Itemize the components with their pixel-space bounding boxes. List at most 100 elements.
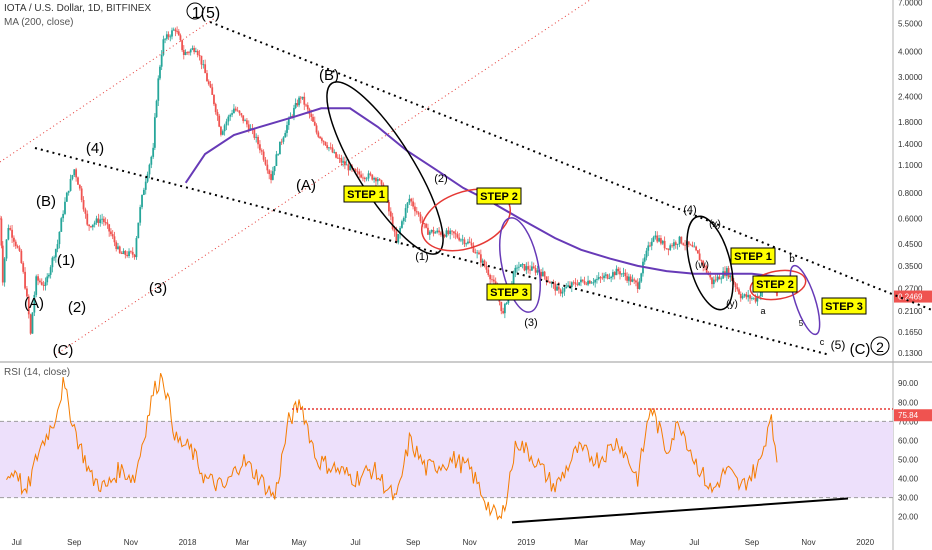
- upper-channel-line: [209, 21, 932, 311]
- candle-body: [82, 200, 85, 210]
- candle-body: [97, 218, 100, 224]
- candle-body: [268, 170, 271, 175]
- candle-body: [234, 108, 237, 111]
- candle-body: [26, 288, 28, 297]
- candle-body: [280, 141, 283, 143]
- chart-title: IOTA / U.S. Dollar, 1D, BITFINEX: [4, 3, 152, 14]
- candle-body: [20, 250, 23, 264]
- candle-body: [467, 241, 469, 244]
- price-tick-label: 0.1300: [898, 349, 923, 358]
- candle-body: [665, 248, 668, 250]
- candle-body: [658, 238, 660, 242]
- candle-body: [425, 223, 427, 228]
- candle-body: [458, 237, 461, 241]
- candle-body: [491, 279, 493, 281]
- candle-body: [29, 314, 32, 334]
- candle-body: [101, 218, 104, 220]
- candle-body: [84, 209, 87, 214]
- candle-body: [24, 271, 26, 289]
- time-tick-label: Jul: [12, 538, 22, 547]
- candle-body: [310, 114, 313, 117]
- circle-marker-2: [870, 336, 890, 356]
- candle-body: [567, 285, 570, 287]
- candle-body: [376, 179, 379, 182]
- candle-body: [247, 124, 250, 131]
- candle-body: [532, 266, 535, 269]
- last-price-label: 0.2469: [898, 293, 923, 302]
- candle-body: [317, 132, 320, 137]
- candle-body: [643, 257, 646, 262]
- candle-body: [559, 289, 562, 294]
- candle-body: [56, 244, 59, 250]
- candle-body: [514, 267, 517, 273]
- ellipse-step3: [499, 217, 541, 313]
- candle-body: [645, 250, 648, 258]
- candle-body: [674, 242, 677, 245]
- wave-label: (C): [53, 342, 74, 359]
- axes: 7.0000 5.5000 4.0000 3.0000 2.4000 1.8000 1.40…: [12, 0, 932, 547]
- wave-label: (C): [850, 341, 871, 358]
- candle-body: [700, 260, 703, 262]
- candle-body: [626, 276, 628, 281]
- candle-body: [282, 137, 285, 142]
- ellipse-step2-small: [749, 269, 807, 301]
- candle-body: [716, 276, 719, 281]
- candle-body: [635, 280, 637, 283]
- rsi-tick-label: 70.00: [898, 417, 919, 426]
- candle-body: [596, 279, 598, 280]
- step-label: STEP 1: [734, 251, 772, 263]
- candle-body: [759, 291, 762, 297]
- candle-body: [583, 281, 586, 284]
- candle-body: [271, 171, 274, 180]
- candle-body: [554, 283, 557, 291]
- step-box: [821, 297, 867, 315]
- candle-body: [397, 234, 400, 243]
- wave-label: (5): [831, 338, 846, 352]
- candle-body: [122, 250, 125, 254]
- candle-body: [91, 224, 94, 228]
- candle-body: [696, 250, 699, 254]
- candle-body: [39, 280, 41, 283]
- candle-body: [743, 294, 746, 296]
- candle-body: [324, 141, 327, 146]
- candle-body: [53, 257, 56, 259]
- candle-body: [345, 164, 348, 166]
- candle-body: [262, 151, 265, 160]
- candle-body: [194, 50, 197, 52]
- candle-body: [638, 281, 641, 289]
- time-tick-label: Sep: [67, 538, 82, 547]
- candle-body: [406, 202, 409, 209]
- price-pane: [0, 26, 778, 335]
- candle-body: [275, 154, 278, 167]
- candle-body: [27, 296, 30, 315]
- price-tick-label: 4.0000: [898, 48, 923, 57]
- candle-body: [49, 267, 52, 275]
- wave-label: (B): [36, 193, 56, 210]
- candle-body: [186, 52, 189, 53]
- candle-body: [751, 298, 753, 300]
- candle-body: [209, 84, 212, 88]
- candle-body: [736, 287, 739, 290]
- candle-body: [167, 34, 170, 37]
- candle-body: [206, 73, 208, 82]
- time-tick-label: Sep: [406, 538, 421, 547]
- candle-body: [375, 178, 377, 182]
- candle-body: [75, 169, 78, 178]
- step-box: [486, 283, 532, 301]
- step-box: [730, 247, 776, 265]
- candle-body: [745, 294, 748, 298]
- candle-body: [423, 223, 426, 224]
- candle-body: [44, 282, 47, 286]
- candle-body: [229, 114, 232, 117]
- candle-body: [331, 147, 334, 153]
- candle-body: [42, 284, 45, 286]
- candle-body: [597, 277, 600, 280]
- candle-body: [489, 274, 492, 280]
- candle-body: [587, 280, 589, 285]
- candle-body: [342, 161, 345, 163]
- candle-body: [705, 266, 708, 273]
- price-tick-label: 0.4500: [898, 240, 923, 249]
- candle-body: [179, 35, 182, 41]
- candle-body: [174, 29, 177, 32]
